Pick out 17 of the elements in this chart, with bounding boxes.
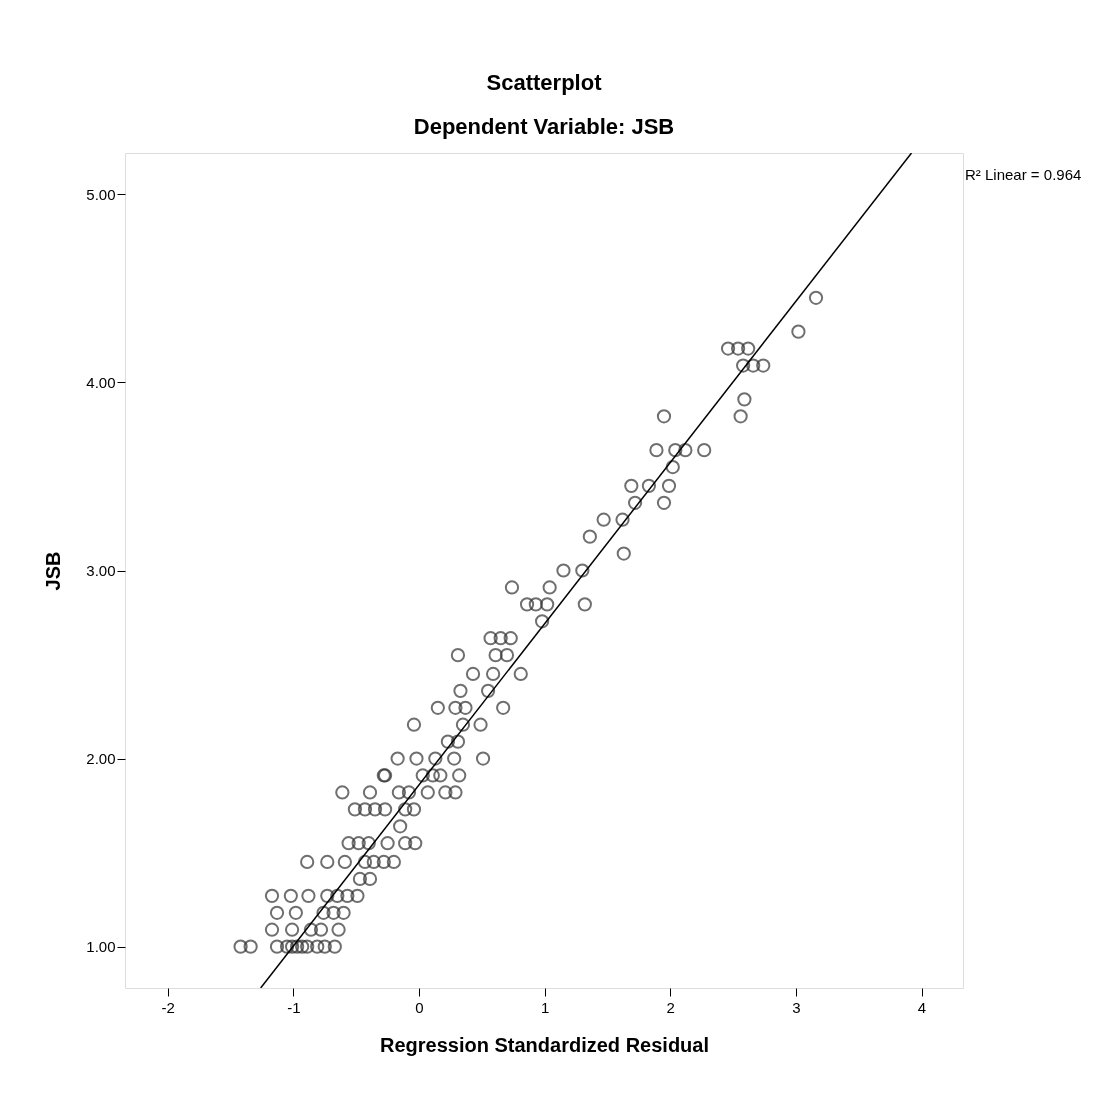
x-tick-label: -2 bbox=[161, 998, 175, 1016]
y-tick-label: 3.00 bbox=[86, 562, 116, 579]
x-tick-label: 2 bbox=[666, 998, 675, 1016]
chart-title: Scatterplot bbox=[486, 70, 603, 95]
x-tick-label: -1 bbox=[287, 998, 301, 1016]
text: R² Linear = 0.964 bbox=[965, 166, 1082, 183]
y-tick-label: 5.00 bbox=[86, 185, 116, 203]
y-tick-label: 2.00 bbox=[86, 750, 116, 768]
x-tick-label: 0 bbox=[415, 998, 424, 1016]
x-tick-label: 4 bbox=[917, 998, 927, 1016]
chart-subtitle: Dependent Variable: JSB bbox=[413, 114, 675, 139]
y-axis-title: JSB bbox=[42, 551, 65, 591]
x-axis-title: Regression Standardized Residual bbox=[380, 1033, 709, 1056]
y-tick-label: 4.00 bbox=[86, 373, 116, 391]
x-tick-label: 3 bbox=[792, 998, 801, 1016]
y-tick-label: 1.00 bbox=[86, 938, 116, 956]
x-tick-label: 1 bbox=[540, 998, 550, 1016]
